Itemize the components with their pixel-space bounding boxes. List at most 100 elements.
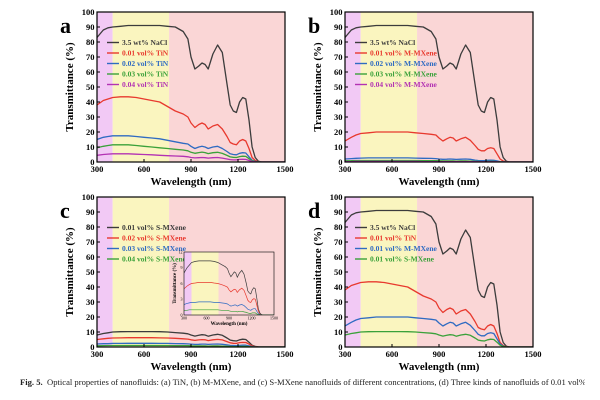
y-tick-label: 90: [86, 22, 95, 32]
panel-d: 0 10 20 30 40 50 60 70 80 90 100 300 600 900 1200 1500 W…: [308, 192, 542, 373]
y-axis-label: Transmittance (%): [312, 42, 324, 132]
series-line-4: [345, 330, 533, 347]
y-tick-label: 90: [334, 22, 343, 32]
panel-letter: c: [60, 198, 70, 223]
x-tick-label: 1200: [230, 349, 247, 359]
inset-y-tick-label: 12: [179, 249, 183, 254]
visible-band: [360, 197, 418, 347]
y-tick-label: 30: [86, 112, 95, 122]
uv-band: [97, 197, 113, 347]
inset-y-tick-label: 9: [181, 265, 183, 270]
legend-entry: 0.04 vol% TiN: [122, 80, 169, 89]
y-tick-label: 80: [86, 222, 95, 232]
y-tick-label: 30: [334, 297, 343, 307]
x-tick-label: 900: [185, 164, 198, 174]
visible-band: [112, 197, 170, 347]
inset-x-tick-label: 1200: [248, 316, 256, 321]
series-line-2: [345, 131, 533, 162]
y-tick-label: 10: [334, 327, 343, 337]
y-tick-label: 100: [330, 7, 343, 17]
y-tick-label: 10: [86, 142, 95, 152]
x-tick-label: 1200: [478, 164, 495, 174]
x-tick-label: 900: [433, 164, 446, 174]
y-tick-label: 50: [334, 267, 343, 277]
legend-entry: 0.01 vol% TiN: [122, 49, 169, 58]
inset-y-tick-label: 0: [181, 312, 183, 317]
legend-entry: 0.01 vol% S-MXene: [370, 255, 435, 264]
y-tick-label: 20: [334, 127, 343, 137]
x-axis-label: Wavelength (nm): [151, 361, 232, 373]
x-tick-label: 1500: [525, 164, 542, 174]
y-tick-label: 70: [86, 237, 95, 247]
y-tick-label: 60: [86, 67, 95, 77]
inset-y-axis-label: Transmittance (%): [173, 263, 178, 304]
legend-entry: 0.01 vol% M-MXene: [370, 244, 438, 253]
y-tick-label: 20: [334, 312, 343, 322]
y-tick-label: 10: [334, 142, 343, 152]
series-line-1: [97, 24, 285, 162]
legend-entry: 3.5 wt% NaCl: [370, 38, 415, 47]
y-tick-label: 60: [334, 252, 343, 262]
x-axis-label: Wavelength (nm): [399, 176, 480, 188]
legend-entry: 0.03 vol% M-MXene: [370, 70, 438, 79]
x-tick-label: 1500: [525, 349, 542, 359]
series-line-1: [345, 24, 533, 162]
y-tick-label: 0: [90, 342, 94, 352]
y-tick-label: 100: [82, 7, 95, 17]
x-tick-label: 300: [91, 349, 104, 359]
y-tick-label: 10: [86, 327, 95, 337]
inset-x-tick-label: 600: [204, 316, 210, 321]
series-line-1: [345, 209, 533, 347]
legend-entry: 0.02 vol% TiN: [122, 59, 169, 68]
inset-frame: [183, 251, 275, 316]
x-tick-label: 600: [386, 349, 399, 359]
y-axis-label: Transmittance (%): [64, 42, 76, 132]
y-tick-label: 80: [86, 37, 95, 47]
panel-letter: d: [308, 198, 320, 223]
y-tick-label: 40: [334, 97, 343, 107]
y-tick-label: 20: [86, 127, 95, 137]
y-tick-label: 0: [90, 157, 94, 167]
inset-x-tick-label: 300: [181, 316, 187, 321]
y-tick-label: 0: [338, 342, 342, 352]
legend-entry: 0.02 vol% S-MXene: [122, 234, 187, 243]
inset-visible-band: [191, 252, 219, 315]
x-tick-label: 300: [339, 349, 352, 359]
x-tick-label: 300: [91, 164, 104, 174]
x-tick-label: 1500: [277, 349, 294, 359]
series-group: [345, 209, 533, 347]
inset-y-tick-label: 6: [181, 281, 183, 286]
legend-entry: 0.03 vol% S-MXene: [122, 244, 187, 253]
uv-band: [97, 12, 113, 162]
legend-entry: 0.01 vol% TiN: [370, 234, 417, 243]
panel-letter: a: [60, 13, 71, 38]
legend-entry: 0.04 vol% M-MXene: [370, 80, 438, 89]
legend-entry: 0.01 vol% M-MXene: [370, 49, 438, 58]
x-axis-label: Wavelength (nm): [399, 361, 480, 373]
x-tick-label: 600: [138, 164, 151, 174]
legend-entry: 0.02 vol% M-MXene: [370, 59, 438, 68]
y-tick-label: 50: [334, 82, 343, 92]
y-tick-label: 70: [86, 52, 95, 62]
uv-band: [345, 12, 361, 162]
x-tick-label: 600: [386, 164, 399, 174]
panel-letter: b: [308, 13, 320, 38]
y-tick-label: 80: [334, 222, 343, 232]
inset-series-line-1: [184, 260, 274, 315]
x-tick-label: 1500: [277, 164, 294, 174]
legend-entry: 0.04 vol% S-MXene: [122, 255, 187, 264]
y-tick-label: 100: [330, 192, 343, 202]
y-tick-label: 50: [86, 82, 95, 92]
y-tick-label: 60: [86, 252, 95, 262]
x-tick-label: 900: [185, 349, 198, 359]
inset: 0 3 6 9 12 300 600 900 1200 1500 Wavelength (nm) Tr…: [173, 249, 278, 327]
caption-text: Optical properties of nanofluids: (a) Ti…: [46, 377, 585, 387]
y-tick-label: 40: [86, 282, 95, 292]
inset-y-tick-label: 3: [181, 297, 183, 302]
panel-b: 0 10 20 30 40 50 60 70 80 90 100 300 600 900 1200 1500 W…: [308, 7, 542, 188]
